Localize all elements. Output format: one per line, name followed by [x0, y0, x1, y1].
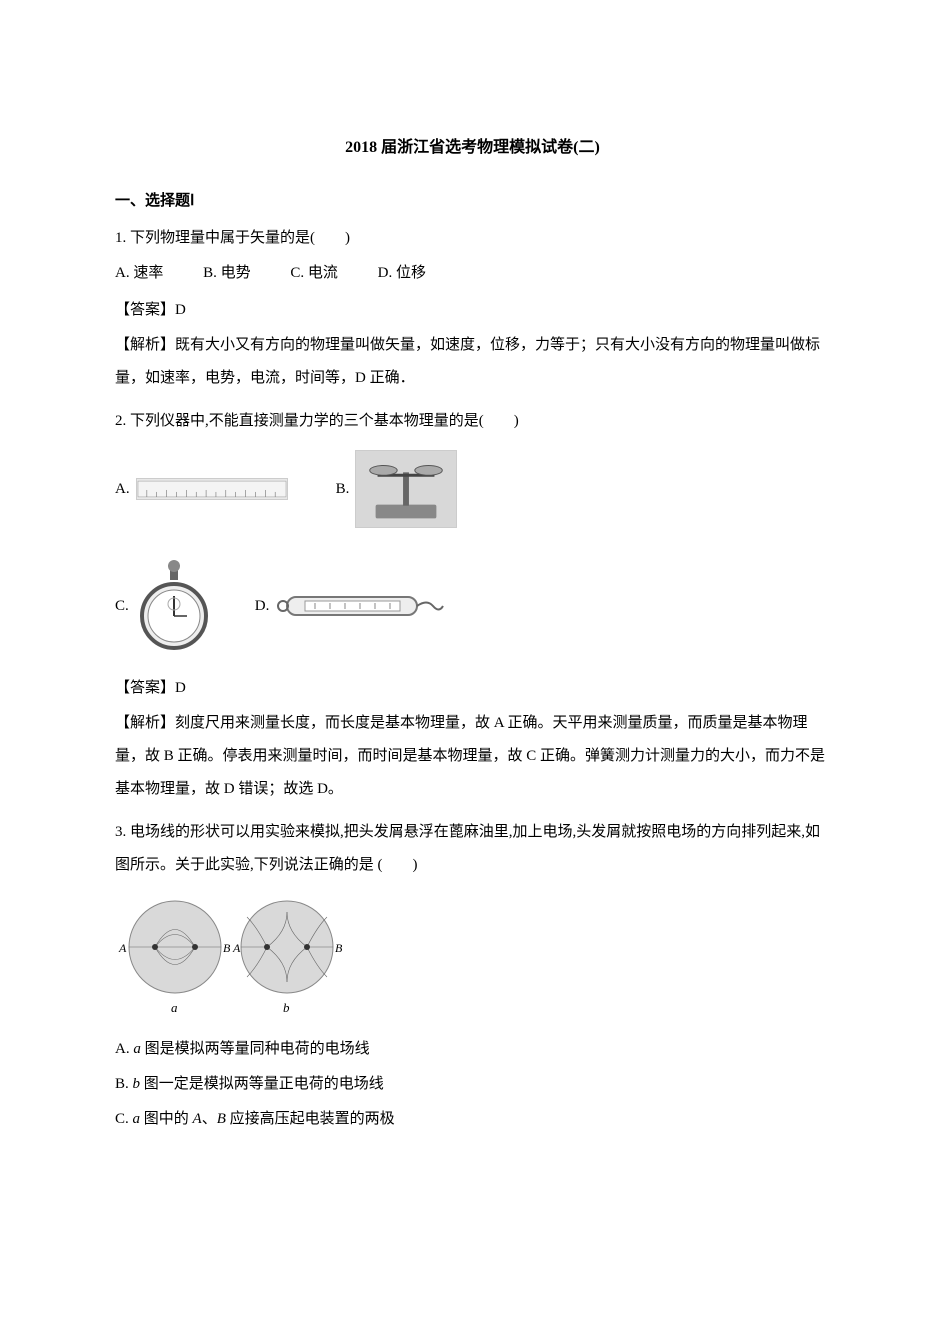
q2-image-row-2: C. D.	[115, 556, 830, 656]
q2-opt-a-label: A.	[115, 473, 130, 506]
q1-stem: 1. 下列物理量中属于矢量的是( )	[115, 222, 830, 255]
q3-stem: 3. 电场线的形状可以用实验来模拟,把头发屑悬浮在蓖麻油里,加上电场,头发屑就按…	[115, 816, 830, 882]
q1-opt-d: D. 位移	[378, 265, 426, 281]
q2-answer: 【答案】D	[115, 672, 830, 705]
svg-text:A: A	[232, 941, 241, 955]
q1-options: A. 速率 B. 电势 C. 电流 D. 位移	[115, 257, 830, 290]
q1-opt-c: C. 电流	[290, 265, 338, 281]
q2-opt-b-label: B.	[336, 473, 350, 506]
svg-text:B: B	[223, 941, 231, 955]
electric-field-diagram: A B a A B b	[115, 892, 345, 1020]
ruler-image	[136, 478, 288, 500]
document-title: 2018 届浙江省选考物理模拟试卷(二)	[115, 130, 830, 165]
svg-text:B: B	[335, 941, 343, 955]
q1-answer: 【答案】D	[115, 294, 830, 327]
q1-explanation: 【解析】既有大小又有方向的物理量叫做矢量，如速度，位移，力等于；只有大小没有方向…	[115, 329, 830, 395]
balance-scale-image	[355, 450, 457, 528]
q3-opt-c: C. a 图中的 A、B 应接高压起电装置的两极	[115, 1103, 830, 1136]
q3-opt-a: A. a 图是模拟两等量同种电荷的电场线	[115, 1033, 830, 1066]
q3-options: A. a 图是模拟两等量同种电荷的电场线 B. b 图一定是模拟两等量正电荷的电…	[115, 1033, 830, 1136]
q2-opt-c-label: C.	[115, 590, 129, 623]
svg-text:b: b	[283, 1000, 290, 1015]
svg-text:A: A	[118, 941, 127, 955]
q2-image-row-1: A. B.	[115, 450, 830, 528]
stopwatch-image	[135, 556, 213, 656]
spring-dynamometer-image	[275, 591, 445, 621]
section-1-header: 一、选择题Ⅰ	[115, 185, 830, 218]
q3-opt-b: B. b 图一定是模拟两等量正电荷的电场线	[115, 1068, 830, 1101]
q1-opt-a: A. 速率	[115, 265, 163, 281]
q2-stem: 2. 下列仪器中,不能直接测量力学的三个基本物理量的是( )	[115, 405, 830, 438]
q2-opt-d-label: D.	[255, 590, 270, 623]
svg-text:a: a	[171, 1000, 178, 1015]
q2-explanation: 【解析】刻度尺用来测量长度，而长度是基本物理量，故 A 正确。天平用来测量质量，…	[115, 707, 830, 806]
q1-opt-b: B. 电势	[203, 265, 251, 281]
